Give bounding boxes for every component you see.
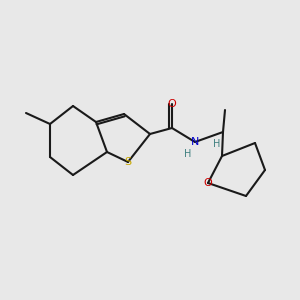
Text: H: H [184,149,191,159]
Text: N: N [191,137,199,147]
Text: H: H [213,139,221,149]
Text: O: O [168,99,176,109]
Text: O: O [204,178,212,188]
Text: S: S [124,157,132,167]
